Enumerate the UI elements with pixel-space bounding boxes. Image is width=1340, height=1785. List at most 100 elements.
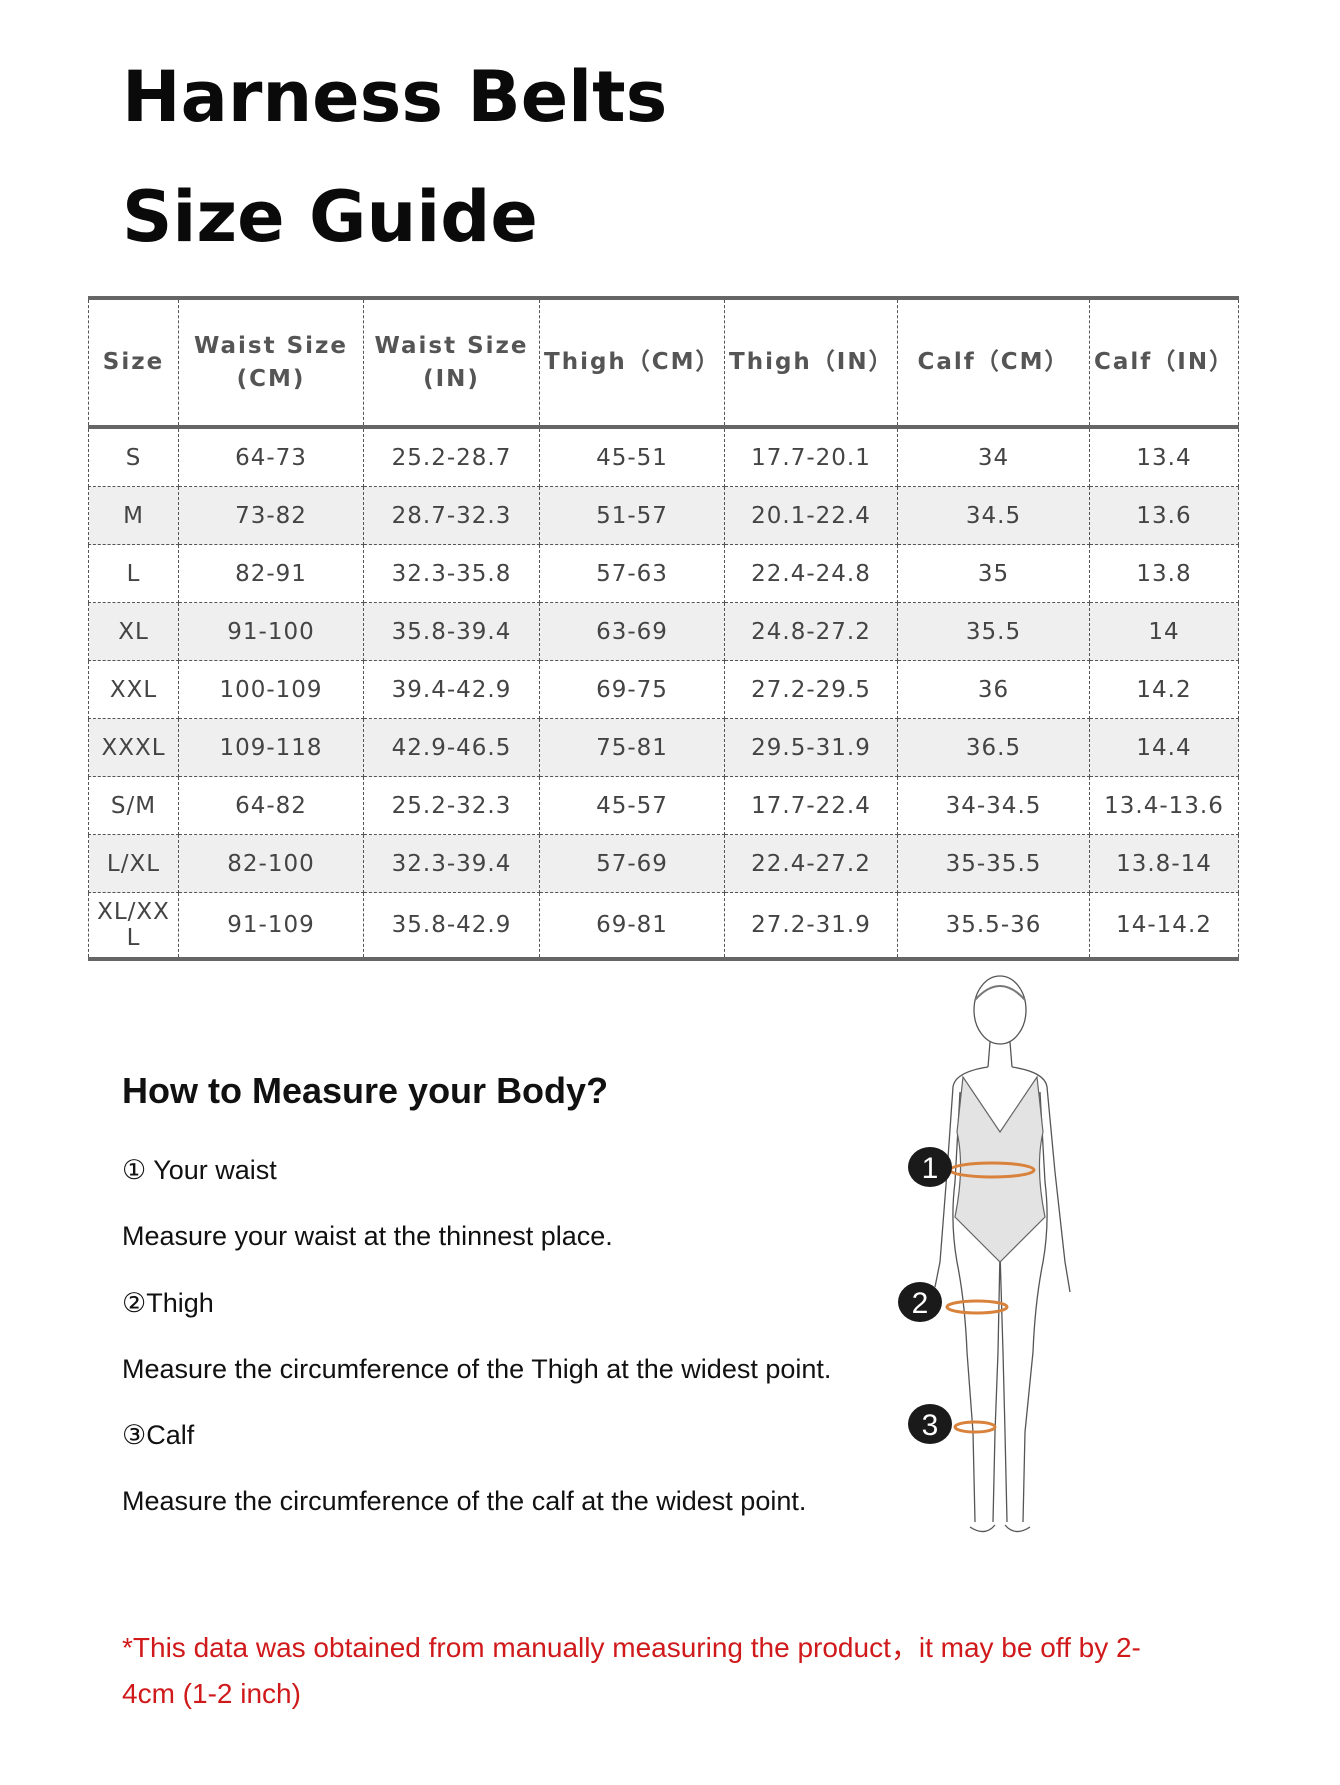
table-cell: XL/XXL xyxy=(88,892,179,959)
table-cell: 28.7-32.3 xyxy=(363,486,540,545)
marker-1: 1 xyxy=(908,1147,952,1187)
table-cell: 25.2-28.7 xyxy=(363,427,540,487)
table-cell: XXXL xyxy=(88,718,179,777)
table-cell: 42.9-46.5 xyxy=(363,718,540,777)
table-cell: 57-69 xyxy=(539,834,725,893)
table-cell: 82-100 xyxy=(178,834,364,893)
column-header: Size xyxy=(88,298,179,429)
table-cell: 13.6 xyxy=(1089,486,1239,545)
table-cell: 51-57 xyxy=(539,486,725,545)
table-cell: 35.5-36 xyxy=(897,892,1090,959)
column-header: Calf（IN） xyxy=(1089,298,1239,429)
calf-ring xyxy=(953,1420,997,1434)
page-title: Harness Belts xyxy=(122,56,668,138)
table-cell: 36 xyxy=(897,660,1090,719)
table-cell: 14-14.2 xyxy=(1089,892,1239,959)
table-cell: 45-57 xyxy=(539,776,725,835)
marker-3: 3 xyxy=(908,1404,952,1444)
svg-text:2: 2 xyxy=(912,1287,929,1320)
table-cell: 13.8 xyxy=(1089,544,1239,603)
table-cell: 20.1-22.4 xyxy=(724,486,898,545)
table-row: L/XL 82-100 32.3-39.4 57-69 22.4-27.2 35-35.5… xyxy=(88,834,1239,893)
svg-text:3: 3 xyxy=(922,1409,939,1442)
table-cell: 25.2-32.3 xyxy=(363,776,540,835)
table-cell: 63-69 xyxy=(539,602,725,661)
table-cell: 45-51 xyxy=(539,427,725,487)
calf-instruction: Measure the circumference of the calf at… xyxy=(122,1486,807,1516)
table-row: XXL 100-109 39.4-42.9 69-75 27.2-29.5 36 14.2 xyxy=(88,660,1239,719)
waist-instruction: Measure your waist at the thinnest place… xyxy=(122,1221,613,1251)
table-row: M 73-82 28.7-32.3 51-57 20.1-22.4 34.5 13.6 xyxy=(88,486,1239,545)
table-row: XL 91-100 35.8-39.4 63-69 24.8-27.2 35.5 14 xyxy=(88,602,1239,661)
table-row: XXXL 109-118 42.9-46.5 75-81 29.5-31.9 36.5 14… xyxy=(88,718,1239,777)
table-cell: 13.8-14 xyxy=(1089,834,1239,893)
table-cell: 35 xyxy=(897,544,1090,603)
table-cell: 32.3-35.8 xyxy=(363,544,540,603)
table-cell: L xyxy=(88,544,179,603)
table-cell: S xyxy=(88,427,179,487)
table-cell: 64-73 xyxy=(178,427,364,487)
table-cell: 34.5 xyxy=(897,486,1090,545)
table-cell: 35-35.5 xyxy=(897,834,1090,893)
table-cell: 73-82 xyxy=(178,486,364,545)
calf-label: ③Calf xyxy=(122,1420,195,1450)
disclaimer-note: *This data was obtained from manually me… xyxy=(122,1632,1141,1709)
table-cell: 91-109 xyxy=(178,892,364,959)
table-cell: XL xyxy=(88,602,179,661)
table-cell: M xyxy=(88,486,179,545)
table-cell: 64-82 xyxy=(178,776,364,835)
table-cell: 34-34.5 xyxy=(897,776,1090,835)
column-header: Calf（CM） xyxy=(897,298,1090,429)
table-cell: 109-118 xyxy=(178,718,364,777)
body-measurement-figure: 1 2 3 xyxy=(895,972,1095,1542)
body-silhouette-icon: 1 2 3 xyxy=(898,975,1071,1533)
column-header: Waist Size (CM) xyxy=(178,298,364,429)
table-cell: 17.7-22.4 xyxy=(724,776,898,835)
table-cell: 69-81 xyxy=(539,892,725,959)
table-cell: 22.4-24.8 xyxy=(724,544,898,603)
table-header-row: Size Waist Size (CM) Waist Size (IN) Thigh（… xyxy=(88,298,1239,429)
table-cell: 32.3-39.4 xyxy=(363,834,540,893)
measure-heading: How to Measure your Body? xyxy=(122,1070,609,1111)
table-cell: 36.5 xyxy=(897,718,1090,777)
table-cell: 27.2-31.9 xyxy=(724,892,898,959)
table-cell: 35.5 xyxy=(897,602,1090,661)
page-subtitle: Size Guide xyxy=(122,176,538,258)
table-cell: 13.4 xyxy=(1089,427,1239,487)
table-cell: 69-75 xyxy=(539,660,725,719)
table-cell: 75-81 xyxy=(539,718,725,777)
column-header: Waist Size (IN) xyxy=(363,298,540,429)
table-row: L 82-91 32.3-35.8 57-63 22.4-24.8 35 13.8 xyxy=(88,544,1239,603)
table-cell: 14.4 xyxy=(1089,718,1239,777)
waist-label: ① Your waist xyxy=(122,1155,277,1185)
table-cell: L/XL xyxy=(88,834,179,893)
table-cell: 39.4-42.9 xyxy=(363,660,540,719)
size-table: Size Waist Size (CM) Waist Size (IN) Thigh（… xyxy=(88,296,1239,961)
table-cell: 34 xyxy=(897,427,1090,487)
table-row: XL/XXL 91-109 35.8-42.9 69-81 27.2-31.9 35.5-… xyxy=(88,892,1239,959)
column-header: Thigh（CM） xyxy=(539,298,725,429)
table-cell: 13.4-13.6 xyxy=(1089,776,1239,835)
marker-2: 2 xyxy=(898,1282,942,1322)
table-cell: 35.8-42.9 xyxy=(363,892,540,959)
table-cell: 17.7-20.1 xyxy=(724,427,898,487)
table-cell: XXL xyxy=(88,660,179,719)
table-cell: 100-109 xyxy=(178,660,364,719)
table-cell: 82-91 xyxy=(178,544,364,603)
svg-text:1: 1 xyxy=(922,1152,939,1185)
table-cell: 14.2 xyxy=(1089,660,1239,719)
table-row: S/M 64-82 25.2-32.3 45-57 17.7-22.4 34-34.5 13… xyxy=(88,776,1239,835)
thigh-ring xyxy=(945,1299,1009,1315)
table-cell: 29.5-31.9 xyxy=(724,718,898,777)
column-header: Thigh（IN） xyxy=(724,298,898,429)
table-cell: 35.8-39.4 xyxy=(363,602,540,661)
table-cell: 24.8-27.2 xyxy=(724,602,898,661)
thigh-instruction: Measure the circumference of the Thigh a… xyxy=(122,1354,832,1384)
table-row: S 64-73 25.2-28.7 45-51 17.7-20.1 34 13.4 xyxy=(88,427,1239,487)
table-cell: 91-100 xyxy=(178,602,364,661)
thigh-label: ②Thigh xyxy=(122,1288,214,1318)
table-cell: 57-63 xyxy=(539,544,725,603)
table-cell: 22.4-27.2 xyxy=(724,834,898,893)
table-cell: S/M xyxy=(88,776,179,835)
table-cell: 27.2-29.5 xyxy=(724,660,898,719)
